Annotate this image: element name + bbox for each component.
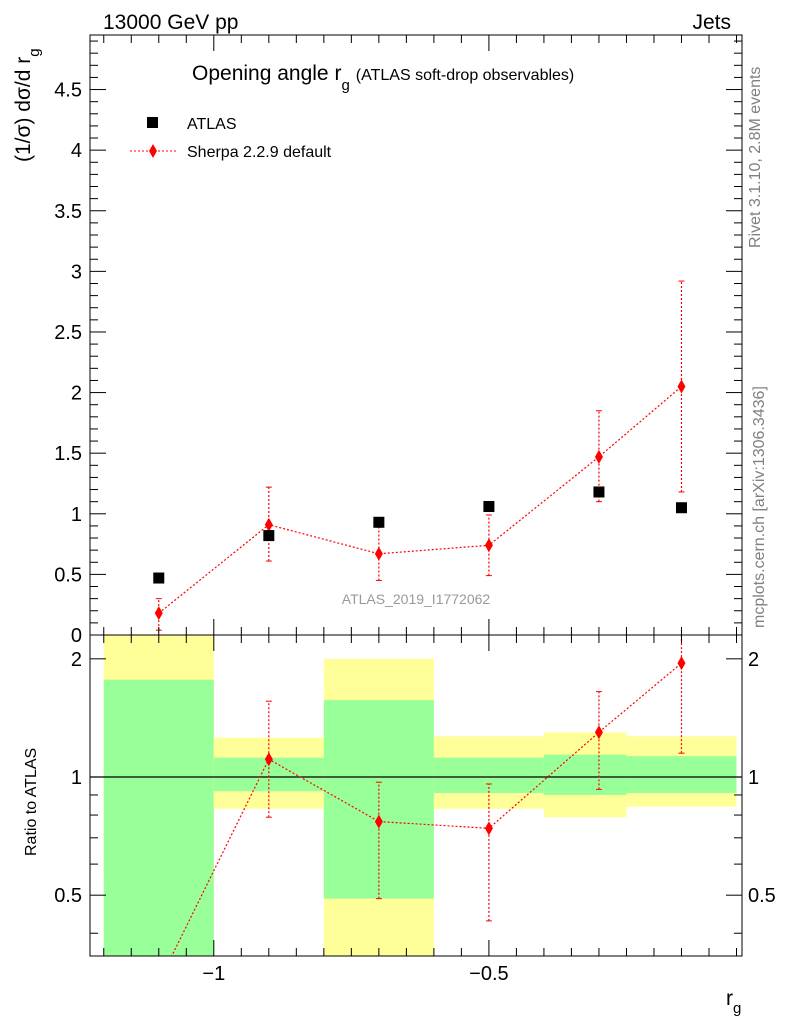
main-y-tick-label: 1 — [71, 504, 82, 526]
main-y-tick-label: 3.5 — [54, 201, 82, 223]
main-plot-axes: 0 0.5 1 1.5 2 2.5 3 3.5 4 4.5 — [54, 35, 742, 647]
ratio-sherpa-point — [594, 725, 603, 740]
sherpa-point — [594, 449, 603, 464]
main-y-tick-label: 4.5 — [54, 80, 82, 102]
atlas-point — [675, 502, 687, 514]
ratio-plot-axes: −1 −0.5 0.5 0.5 1 1 2 2 — [54, 635, 776, 985]
x-tick-label: −0.5 — [469, 963, 508, 985]
ratio-y-tick-label-right: 1 — [748, 767, 759, 789]
xlabel-subscript: g — [733, 1000, 741, 1017]
atlas-point — [593, 486, 605, 498]
ratio-inner-band — [626, 756, 737, 794]
ratio-sherpa-point — [264, 752, 273, 767]
ylabel-subscript: g — [26, 48, 43, 56]
ratio-sherpa-line — [171, 662, 682, 956]
legend: ATLAS Sherpa 2.2.9 default — [130, 116, 332, 161]
ratio-sherpa-point — [484, 821, 493, 836]
atlas-point — [153, 572, 165, 584]
main-y-axis-label: (1/σ) dσ/d rg — [12, 48, 43, 162]
sherpa-line — [158, 386, 682, 614]
rivet-version-label: Rivet 3.1.10, 2.8M events — [747, 67, 764, 248]
ratio-sherpa-point — [374, 814, 383, 829]
ylabel-main-text: (1/σ) dσ/d r — [12, 57, 35, 162]
legend-sherpa-label: Sherpa 2.2.9 default — [187, 144, 332, 161]
ratio-plot-content — [90, 635, 742, 956]
main-y-tick-label: 2 — [71, 383, 82, 405]
main-y-tick-label: 3 — [71, 261, 82, 283]
title-rest-text: (ATLAS soft-drop observables) — [356, 67, 574, 84]
main-y-tick-label: 0.5 — [54, 564, 82, 586]
atlas-point — [483, 501, 495, 513]
header-process-label: Jets — [692, 11, 731, 34]
ratio-inner-band — [103, 679, 214, 956]
xlabel-main-text: r — [726, 987, 733, 1010]
atlas-point — [263, 530, 275, 542]
main-y-tick-label: 0 — [71, 625, 82, 647]
header-energy-label: 13000 GeV pp — [103, 11, 238, 34]
ratio-plot-frame — [89, 634, 743, 957]
ratio-y-tick-label-right: 2 — [748, 649, 759, 671]
title-subscript: g — [341, 77, 349, 94]
legend-atlas-marker — [147, 117, 158, 128]
ratio-sherpa-group — [155, 635, 686, 956]
legend-atlas-label: ATLAS — [187, 116, 237, 133]
sherpa-point — [677, 379, 686, 394]
ratio-inner-band — [543, 754, 627, 795]
title-main-text: Opening angle r — [192, 62, 341, 85]
main-plot-content — [153, 280, 687, 631]
legend-sherpa-marker — [149, 144, 157, 158]
main-plot-title: Opening angle rg (ATLAS soft-drop observa… — [192, 62, 574, 94]
ratio-y-tick-label: 0.5 — [54, 885, 82, 907]
ratio-y-tick-label-right: 0.5 — [748, 885, 776, 907]
main-y-tick-label: 4 — [71, 140, 82, 162]
mcplots-label: mcplots.cern.ch [arXiv:1306.3436] — [751, 386, 768, 628]
sherpa-point — [264, 517, 273, 532]
atlas-point — [373, 516, 385, 528]
x-axis-label: rg — [726, 987, 741, 1017]
x-tick-label: −1 — [202, 963, 225, 985]
ratio-y-axis-label: Ratio to ATLAS — [23, 748, 40, 856]
ratio-y-tick-label: 2 — [71, 649, 82, 671]
sherpa-point — [154, 606, 163, 621]
sherpa-point — [484, 538, 493, 553]
analysis-watermark: ATLAS_2019_I1772062 — [342, 591, 491, 607]
ratio-y-tick-label: 1 — [71, 767, 82, 789]
main-y-tick-label: 1.5 — [54, 443, 82, 465]
ratio-sherpa-point — [677, 656, 686, 671]
sherpa-point — [374, 546, 383, 561]
main-y-tick-label: 2.5 — [54, 322, 82, 344]
